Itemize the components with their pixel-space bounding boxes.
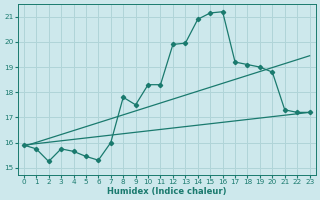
X-axis label: Humidex (Indice chaleur): Humidex (Indice chaleur) (107, 187, 227, 196)
